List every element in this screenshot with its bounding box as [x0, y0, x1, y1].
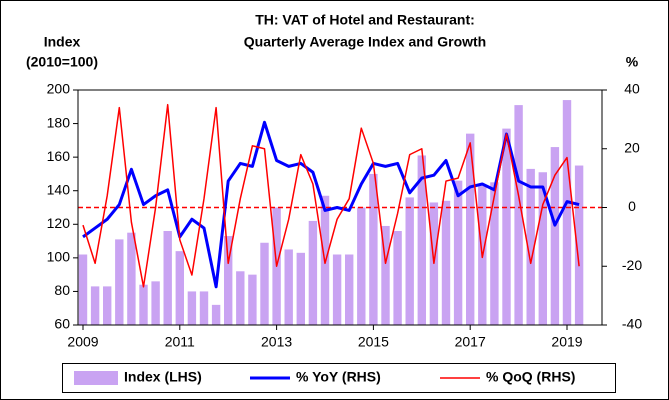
bar [502, 128, 511, 325]
bar [199, 291, 209, 325]
bar [90, 286, 100, 325]
x-tick-label: 2017 [455, 334, 486, 350]
y-label: (2010=100) [26, 54, 98, 70]
bar [357, 207, 366, 325]
bar [308, 220, 318, 325]
y2-tick-label: -20 [622, 257, 642, 273]
bar [381, 225, 390, 325]
legend-swatch [74, 371, 118, 385]
y2-label: % [626, 54, 639, 70]
bar [163, 231, 172, 325]
y2-tick-label: 40 [624, 81, 640, 97]
y-tick-label: 140 [47, 181, 71, 197]
y-tick-label: 100 [47, 249, 71, 265]
bar [187, 291, 197, 325]
bar [296, 252, 305, 325]
bar [562, 100, 572, 325]
x-tick-label: 2015 [358, 334, 389, 350]
bar [526, 168, 535, 325]
bar [417, 155, 426, 325]
bar [369, 173, 378, 325]
bar [248, 274, 257, 325]
bar [103, 286, 112, 325]
bar [236, 271, 245, 325]
legend-label: % QoQ (RHS) [486, 369, 575, 385]
legend-label: % YoY (RHS) [296, 369, 381, 385]
bar [345, 254, 354, 325]
y-tick-label: 60 [54, 316, 70, 332]
bar [127, 232, 136, 325]
bar [393, 231, 402, 325]
bar [550, 147, 560, 325]
bar [574, 165, 584, 325]
bar [490, 182, 499, 325]
line-series [82, 120, 580, 289]
y2-tick-label: -40 [622, 316, 642, 332]
y-tick-label: 80 [54, 282, 70, 298]
title-line: Quarterly Average Index and Growth [244, 34, 486, 50]
legend-box [62, 363, 616, 393]
bar [441, 200, 451, 325]
x-tick-label: 2009 [67, 334, 98, 350]
x-tick-label: 2019 [551, 334, 582, 350]
bar [260, 242, 269, 325]
bar [151, 281, 160, 325]
bar [332, 254, 342, 325]
y-tick-label: 200 [47, 81, 71, 97]
bar [175, 251, 184, 325]
bar [115, 239, 124, 325]
bar [284, 249, 293, 325]
legend-label: Index (LHS) [124, 369, 202, 385]
bar [139, 284, 148, 325]
bar [514, 105, 523, 325]
bar [466, 133, 475, 325]
y2-tick-label: 20 [624, 139, 640, 155]
y-tick-label: 120 [47, 215, 71, 231]
x-tick-label: 2011 [165, 334, 195, 350]
bar [405, 197, 414, 325]
y-label: Index [44, 34, 81, 50]
title-line: TH: VAT of Hotel and Restaurant: [255, 12, 475, 28]
y-tick-label: 180 [47, 114, 71, 130]
bar [224, 236, 233, 325]
x-tick-label: 2013 [261, 334, 292, 350]
y2-tick-label: 0 [628, 198, 636, 214]
y-tick-label: 160 [47, 148, 71, 164]
bar [211, 304, 221, 325]
line-series [82, 103, 580, 288]
bar [78, 254, 88, 325]
bar [453, 180, 463, 325]
bar [538, 172, 547, 325]
